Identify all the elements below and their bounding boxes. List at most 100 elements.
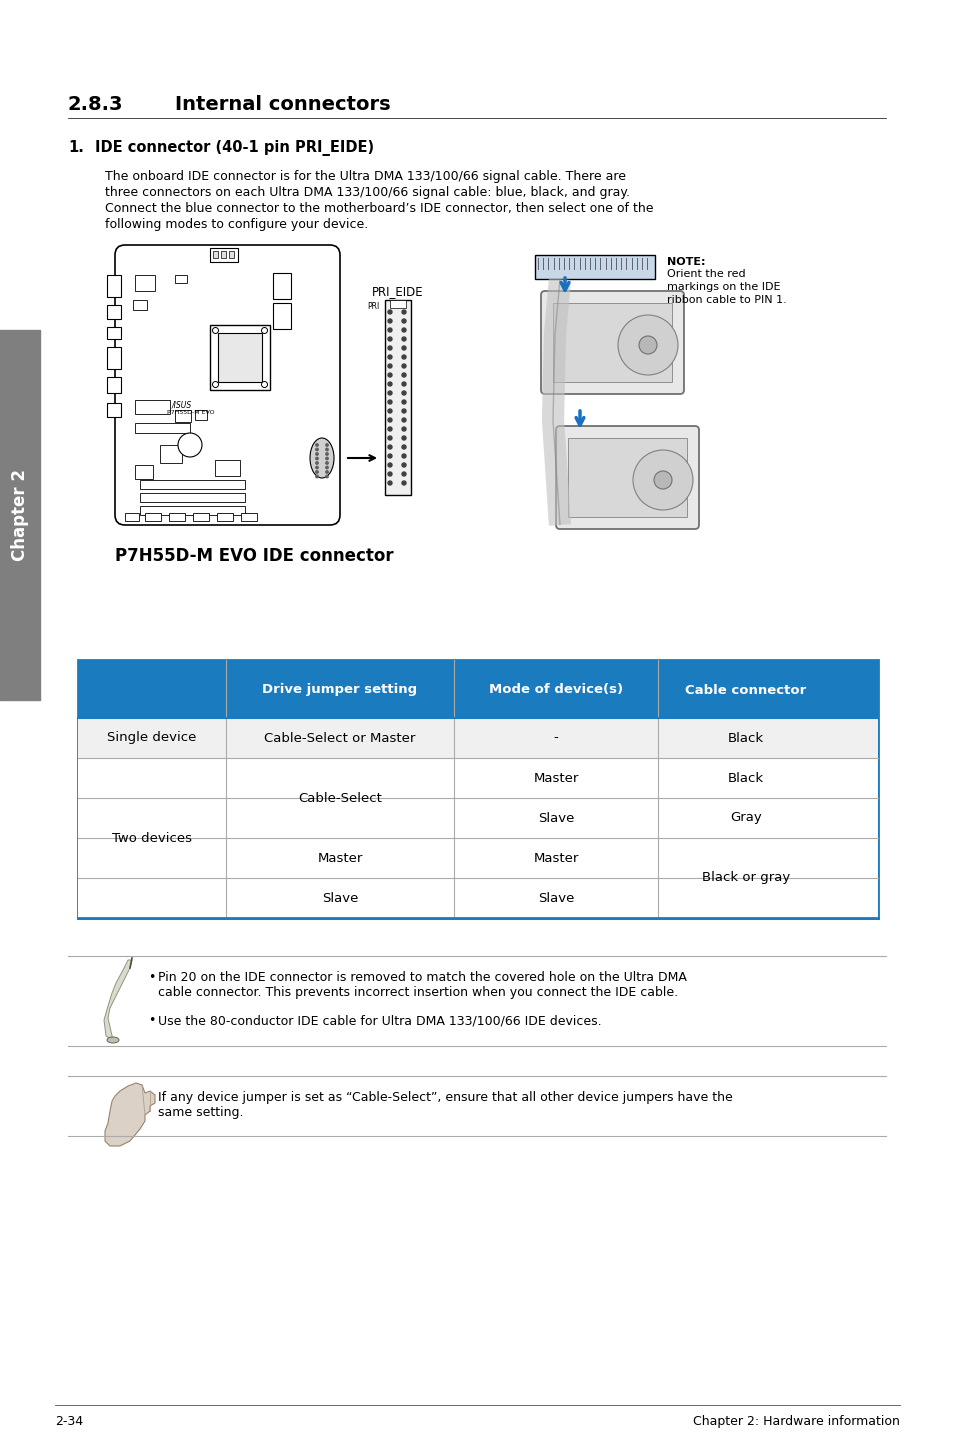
Text: Pin 20 on the IDE connector is removed to match the covered hole on the Ultra DM: Pin 20 on the IDE connector is removed t…: [158, 971, 686, 984]
Circle shape: [388, 463, 392, 467]
Circle shape: [388, 480, 392, 485]
Bar: [140, 506, 245, 515]
Text: markings on the IDE: markings on the IDE: [666, 282, 780, 292]
Text: Slave: Slave: [321, 892, 357, 905]
Polygon shape: [105, 1083, 154, 1146]
Text: PRI: PRI: [367, 302, 379, 311]
Text: P7H55D-M EVO IDE connector: P7H55D-M EVO IDE connector: [115, 546, 394, 565]
Bar: [78, 879, 877, 917]
Text: 2.8.3: 2.8.3: [68, 95, 123, 114]
Circle shape: [326, 470, 328, 473]
FancyBboxPatch shape: [115, 244, 339, 525]
Bar: [216, 513, 233, 521]
Text: •: •: [148, 1014, 155, 1027]
Polygon shape: [104, 961, 132, 1040]
Circle shape: [388, 427, 392, 431]
Circle shape: [401, 454, 406, 457]
Circle shape: [326, 449, 328, 450]
Text: Use the 80-conductor IDE cable for Ultra DMA 133/100/66 IDE devices.: Use the 80-conductor IDE cable for Ultra…: [158, 1014, 601, 1027]
Circle shape: [401, 427, 406, 431]
Circle shape: [315, 457, 318, 460]
Bar: [0, 329, 40, 700]
Bar: [107, 347, 121, 370]
Bar: [213, 252, 218, 257]
Bar: [145, 513, 161, 521]
Circle shape: [388, 328, 392, 332]
Circle shape: [388, 383, 392, 385]
Text: Master: Master: [317, 851, 362, 864]
Text: ribbon cable to PIN 1.: ribbon cable to PIN 1.: [666, 295, 786, 305]
Circle shape: [388, 418, 392, 421]
Circle shape: [388, 319, 392, 324]
Circle shape: [618, 315, 678, 375]
Bar: [553, 303, 671, 383]
Bar: [174, 275, 187, 283]
Text: P7H55D-M EVO: P7H55D-M EVO: [167, 410, 214, 416]
Circle shape: [388, 364, 392, 368]
Circle shape: [315, 449, 318, 450]
Circle shape: [401, 444, 406, 449]
Circle shape: [213, 328, 218, 334]
Circle shape: [401, 436, 406, 440]
Circle shape: [401, 463, 406, 467]
Circle shape: [401, 418, 406, 421]
Bar: [210, 325, 270, 390]
Circle shape: [388, 436, 392, 440]
Text: Slave: Slave: [537, 811, 574, 824]
Bar: [390, 301, 406, 308]
Circle shape: [326, 457, 328, 460]
Circle shape: [388, 400, 392, 404]
Bar: [229, 252, 233, 257]
Circle shape: [213, 381, 218, 387]
Ellipse shape: [107, 1037, 119, 1043]
Bar: [132, 301, 147, 311]
Circle shape: [401, 364, 406, 368]
Circle shape: [315, 444, 318, 446]
Bar: [140, 480, 245, 489]
Circle shape: [315, 453, 318, 456]
Circle shape: [388, 391, 392, 395]
Circle shape: [401, 372, 406, 377]
Bar: [78, 758, 877, 798]
Text: Internal connectors: Internal connectors: [174, 95, 390, 114]
Text: three connectors on each Ultra DMA 133/100/66 signal cable: blue, black, and gra: three connectors on each Ultra DMA 133/1…: [105, 186, 629, 198]
Bar: [174, 410, 191, 421]
Bar: [160, 444, 182, 463]
Bar: [273, 273, 291, 299]
Circle shape: [388, 336, 392, 341]
Text: following modes to configure your device.: following modes to configure your device…: [105, 219, 368, 232]
Text: Two devices: Two devices: [112, 831, 192, 844]
Circle shape: [388, 372, 392, 377]
Text: IDE connector (40-1 pin PRI_EIDE): IDE connector (40-1 pin PRI_EIDE): [95, 139, 374, 155]
Bar: [193, 513, 209, 521]
Text: -: -: [553, 732, 558, 745]
Text: /ISUS: /ISUS: [172, 400, 193, 408]
Circle shape: [401, 328, 406, 332]
Bar: [194, 410, 207, 420]
Circle shape: [178, 433, 202, 457]
Circle shape: [654, 472, 671, 489]
Bar: [78, 660, 877, 917]
Circle shape: [315, 462, 318, 464]
Circle shape: [401, 391, 406, 395]
Circle shape: [639, 336, 657, 354]
Circle shape: [315, 470, 318, 473]
Bar: [107, 305, 121, 319]
Circle shape: [326, 476, 328, 477]
Circle shape: [326, 462, 328, 464]
Bar: [78, 798, 877, 838]
Circle shape: [326, 453, 328, 456]
Text: Master: Master: [533, 851, 578, 864]
Bar: [78, 838, 877, 879]
Text: Chapter 2: Hardware information: Chapter 2: Hardware information: [693, 1415, 899, 1428]
Text: 1.: 1.: [68, 139, 84, 155]
Bar: [385, 301, 411, 495]
Text: cable connector. This prevents incorrect insertion when you connect the IDE cabl: cable connector. This prevents incorrect…: [158, 986, 678, 999]
Bar: [535, 255, 655, 279]
Circle shape: [315, 466, 318, 469]
Text: NOTE:: NOTE:: [666, 257, 705, 267]
Circle shape: [388, 472, 392, 476]
Bar: [567, 439, 686, 518]
Text: Gray: Gray: [729, 811, 761, 824]
Circle shape: [326, 466, 328, 469]
